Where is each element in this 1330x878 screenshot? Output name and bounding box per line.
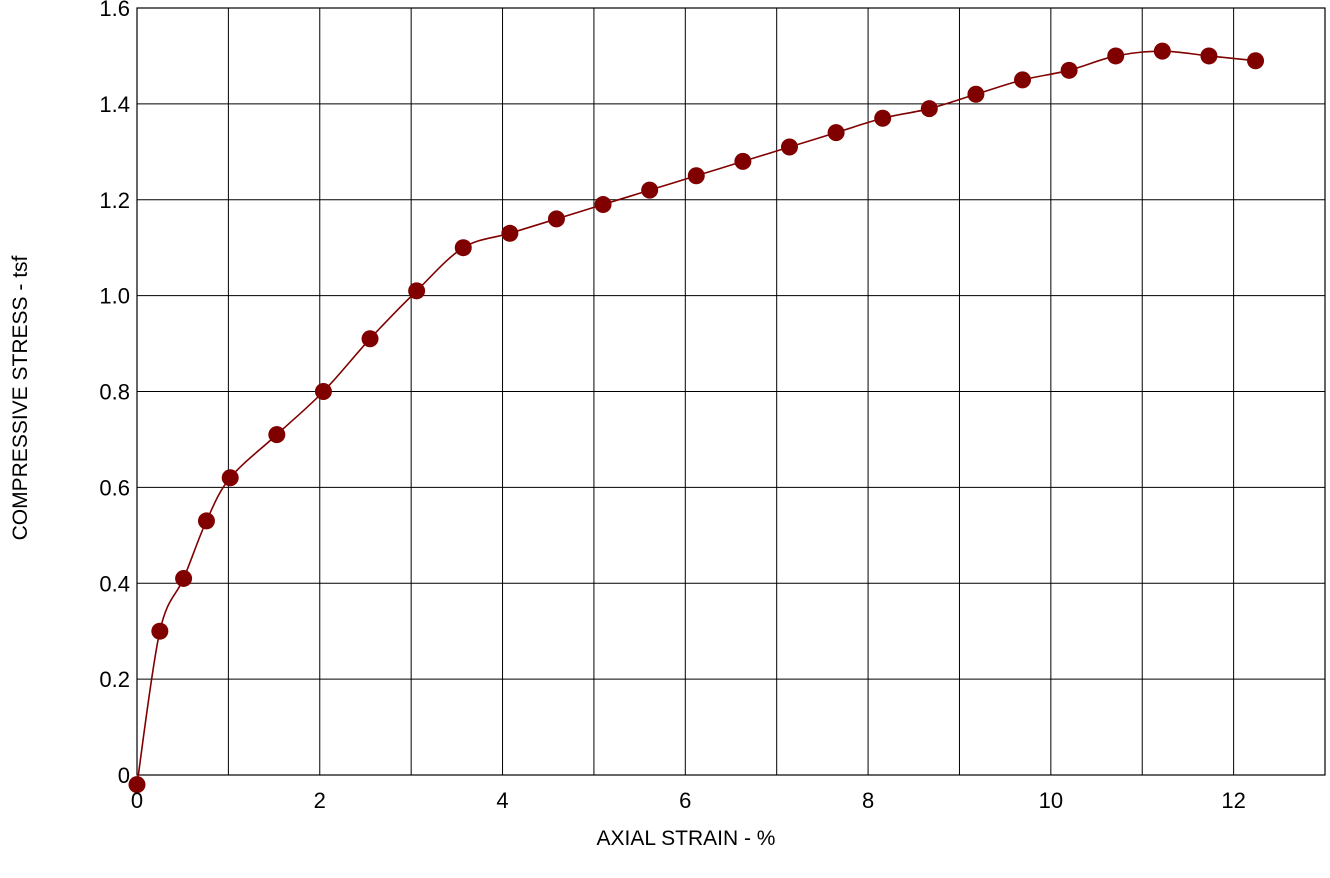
data-point	[874, 109, 892, 127]
series-line	[136, 50, 1256, 785]
y-tick-label: 1.0	[99, 284, 130, 309]
data-point	[687, 167, 705, 185]
data-point	[1153, 42, 1171, 60]
data-point	[128, 776, 146, 794]
data-point	[780, 138, 798, 156]
y-tick-label: 1.2	[99, 188, 130, 213]
y-tick-label: 0	[118, 763, 130, 788]
data-point	[1014, 71, 1032, 89]
data-point	[967, 85, 985, 103]
data-point	[454, 239, 472, 257]
x-tick-label: 4	[496, 788, 508, 813]
y-axis-title: COMPRESSIVE STRESS - tsf	[9, 255, 32, 540]
data-point	[361, 330, 379, 348]
x-tick-label: 10	[1039, 788, 1063, 813]
data-point	[1060, 61, 1078, 79]
y-tick-label: 0.2	[99, 667, 130, 692]
data-point	[268, 426, 286, 444]
y-tick-label: 0.6	[99, 475, 130, 500]
y-tick-labels: 0 0.2 0.4 0.6 0.8 1.0 1.2 1.4 1.6	[99, 0, 130, 788]
data-point	[827, 124, 845, 142]
data-point	[547, 210, 565, 228]
data-point	[175, 569, 193, 587]
x-tick-label: 8	[862, 788, 874, 813]
y-tick-label: 1.6	[99, 0, 130, 21]
data-point	[641, 181, 659, 199]
data-point	[408, 282, 426, 300]
x-tick-labels: 0 2 4 6 8 10 12	[131, 788, 1246, 813]
data-point	[501, 224, 519, 242]
data-points	[128, 42, 1265, 794]
data-point	[151, 622, 169, 640]
data-point	[1107, 47, 1125, 65]
data-point	[1247, 52, 1265, 70]
x-tick-label: 0	[131, 788, 143, 813]
y-tick-label: 0.4	[99, 571, 130, 596]
data-point	[1200, 47, 1218, 65]
x-axis-title: AXIAL STRAIN - %	[597, 827, 776, 850]
data-point	[221, 469, 239, 487]
x-tick-label: 6	[679, 788, 691, 813]
plot-frame	[136, 7, 1326, 776]
y-tick-label: 0.8	[99, 380, 130, 405]
data-point	[314, 383, 332, 400]
data-point	[920, 100, 938, 118]
y-tick-label: 1.4	[99, 92, 130, 117]
x-tick-label: 12	[1221, 788, 1245, 813]
data-point	[594, 196, 612, 214]
data-point	[734, 152, 752, 170]
data-point	[197, 512, 215, 530]
x-tick-label: 2	[314, 788, 326, 813]
